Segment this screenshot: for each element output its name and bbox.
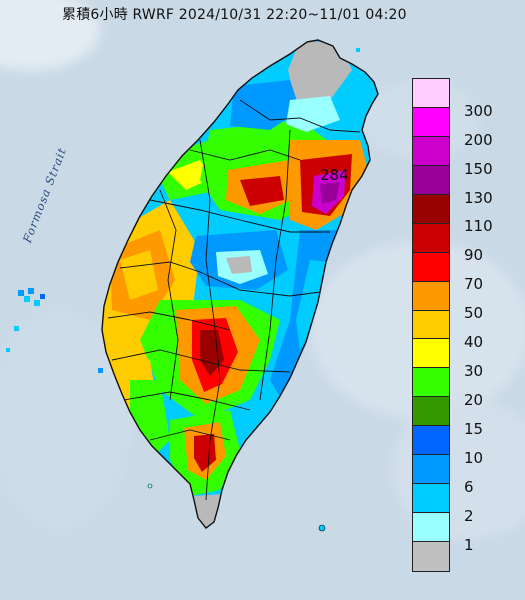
legend-label: 20 [464, 391, 484, 410]
legend-label: 110 [464, 217, 493, 236]
legend-label: 200 [464, 130, 493, 149]
legend-label: 15 [464, 420, 484, 439]
legend-color-bar [412, 78, 450, 572]
legend-label: 10 [464, 449, 484, 468]
legend-swatch [413, 339, 449, 369]
legend-swatch [413, 484, 449, 514]
legend-label: 90 [464, 246, 484, 265]
legend-swatch [413, 397, 449, 427]
legend-label: 300 [464, 101, 493, 120]
legend-swatch [413, 310, 449, 340]
legend-label: 50 [464, 304, 484, 323]
legend-swatch [413, 194, 449, 224]
map-title: 累積6小時 RWRF 2024/10/31 22:20~11/01 04:20 [62, 7, 407, 23]
legend-swatch [413, 165, 449, 195]
legend-label: 130 [464, 188, 493, 207]
legend-label: 1 [464, 535, 474, 554]
legend-swatch [413, 79, 449, 108]
legend-swatch [413, 136, 449, 166]
legend-label: 40 [464, 333, 484, 352]
legend-swatch [413, 542, 449, 571]
cloud-layer [0, 0, 525, 540]
offshore-rain-cells [6, 48, 360, 373]
legend-swatch [413, 455, 449, 485]
islets [147, 483, 326, 532]
legend-swatch [413, 426, 449, 456]
peak-value-label: 284 [320, 166, 349, 184]
legend-swatch [413, 107, 449, 137]
legend-label: 30 [464, 362, 484, 381]
legend-swatch [413, 252, 449, 282]
legend-label: 150 [464, 159, 493, 178]
legend-swatch [413, 281, 449, 311]
legend-label: 2 [464, 506, 474, 525]
legend-swatch [413, 368, 449, 398]
taiwan-coastline [101, 39, 379, 529]
basin-boundaries [107, 99, 361, 501]
legend-label: 6 [464, 477, 474, 496]
legend-swatch [413, 513, 449, 543]
legend-label: 70 [464, 275, 484, 294]
legend-swatch [413, 223, 449, 253]
